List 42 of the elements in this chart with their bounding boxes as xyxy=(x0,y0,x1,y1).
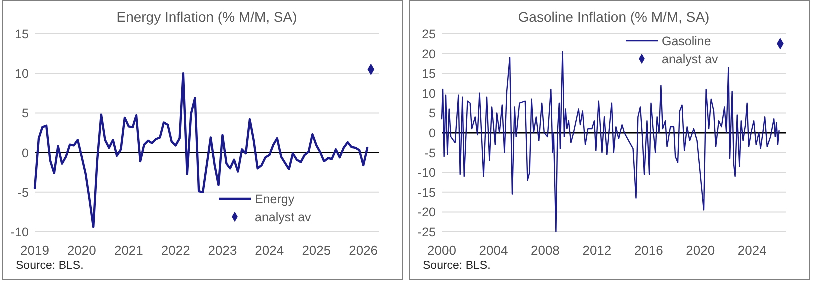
y-tick-label: 0 xyxy=(429,126,436,140)
x-tick-label: 2020 xyxy=(67,243,96,258)
x-tick-label: 2016 xyxy=(634,243,664,258)
chart-title: Energy Inflation (% M/M, SA) xyxy=(116,9,298,25)
x-tick-label: 2023 xyxy=(208,243,238,258)
y-tick-label: -25 xyxy=(418,226,436,240)
x-tick-label: 2026 xyxy=(349,243,378,258)
y-tick-label: 0 xyxy=(22,146,30,160)
y-tick-label: -20 xyxy=(418,206,436,220)
line-series xyxy=(441,51,780,233)
x-tick-label: 2012 xyxy=(582,243,612,258)
source-note: Source: BLS. xyxy=(16,260,84,272)
legend-label: analyst av xyxy=(255,210,312,224)
x-tick-label: 2024 xyxy=(255,243,284,258)
x-tick-label: 2025 xyxy=(302,243,332,258)
y-tick-label: 5 xyxy=(22,106,30,121)
line-series xyxy=(34,72,369,228)
legend-label: Gasoline xyxy=(662,34,712,48)
chart-title: Gasoline Inflation (% M/M, SA) xyxy=(518,9,710,25)
legend-label: Energy xyxy=(255,192,296,206)
x-tick-label: 2024 xyxy=(738,243,767,258)
x-tick-label: 2000 xyxy=(428,243,456,258)
legend-label: analyst av xyxy=(662,52,720,66)
x-tick-label: 2021 xyxy=(114,243,144,258)
y-tick-label: 10 xyxy=(15,67,30,82)
y-tick-label: -5 xyxy=(18,186,30,200)
x-tick-label: 2022 xyxy=(161,243,190,258)
y-tick-label: 10 xyxy=(422,86,436,101)
source-note: Source: BLS. xyxy=(423,260,491,272)
y-tick-label: 25 xyxy=(422,28,436,42)
x-tick-label: 2004 xyxy=(479,243,508,258)
y-tick-label: 15 xyxy=(15,28,30,42)
x-tick-label: 2019 xyxy=(20,243,50,258)
y-tick-label: 20 xyxy=(422,47,436,62)
x-tick-label: 2020 xyxy=(686,243,716,258)
y-tick-label: -15 xyxy=(418,186,436,200)
y-tick-label: -10 xyxy=(10,226,30,240)
y-tick-label: 5 xyxy=(429,106,436,121)
y-tick-label: 15 xyxy=(422,67,436,82)
y-tick-label: -10 xyxy=(418,166,436,180)
y-tick-label: -5 xyxy=(424,146,436,160)
x-tick-label: 2008 xyxy=(531,243,560,258)
